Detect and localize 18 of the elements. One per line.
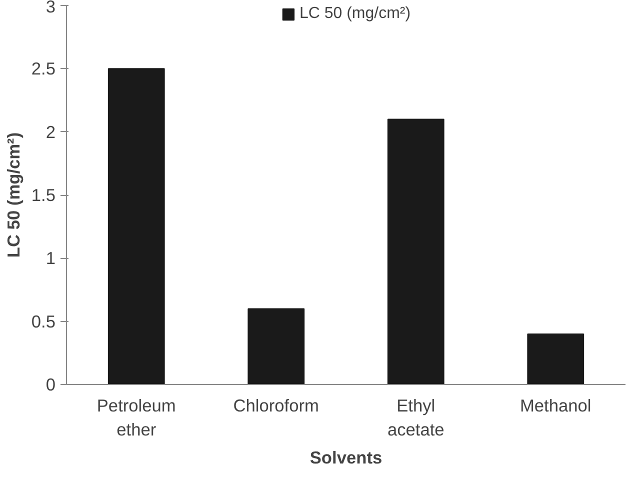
x-tick-label: Chloroform — [233, 396, 319, 416]
y-tick-label: 2 — [46, 122, 56, 142]
x-tick-label: Ethyl acetate — [387, 396, 444, 440]
bar — [248, 308, 305, 384]
bar — [387, 118, 444, 384]
y-axis-title: LC 50 (mg/cm²) — [3, 132, 24, 258]
bar — [108, 68, 165, 384]
y-tick-label: 0.5 — [31, 311, 56, 332]
x-axis-title: Solvents — [310, 448, 382, 468]
y-tick-label: 1.5 — [31, 185, 56, 205]
bar — [527, 333, 584, 384]
y-tick-label: 2.5 — [31, 58, 56, 79]
x-tick-label: Petroleum ether — [96, 396, 176, 440]
y-tick-label: 0 — [46, 374, 56, 394]
y-tick-label: 1 — [46, 248, 56, 268]
y-tick-label: 3 — [46, 0, 56, 16]
legend-label: LC 50 (mg/cm²) — [299, 5, 411, 23]
x-tick-label: Methanol — [520, 396, 592, 416]
